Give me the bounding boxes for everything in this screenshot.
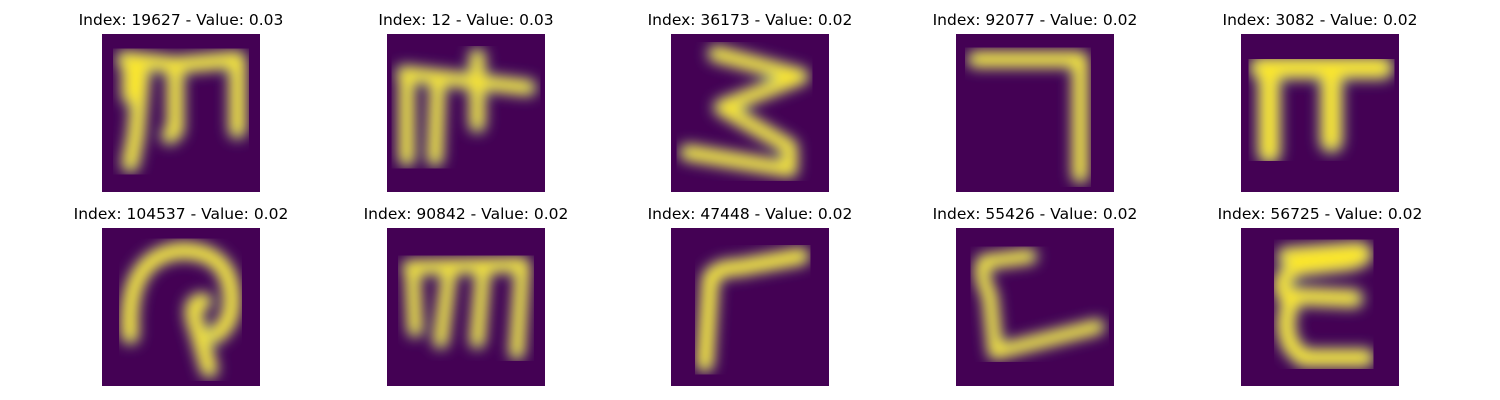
panel-title: Index: 47448 - Value: 0.02 — [647, 205, 853, 223]
panel-10: Index: 56725 - Value: 0.02 — [1218, 205, 1422, 386]
letter-t-bar-icon — [387, 34, 545, 192]
panel-9: Index: 55426 - Value: 0.02 — [933, 205, 1137, 386]
panel-6: Index: 104537 - Value: 0.02 — [74, 205, 288, 386]
panel-title: Index: 3082 - Value: 0.02 — [1222, 11, 1418, 29]
panel-title: Index: 55426 - Value: 0.02 — [932, 205, 1138, 223]
loop-symbol-icon — [102, 228, 260, 386]
panel-title: Index: 90842 - Value: 0.02 — [363, 205, 569, 223]
letter-r-icon — [671, 228, 829, 386]
panel-1: Index: 19627 - Value: 0.03 — [79, 11, 283, 192]
digit-three-icon — [671, 34, 829, 192]
panel-4: Index: 92077 - Value: 0.02 — [933, 11, 1137, 192]
panel-title: Index: 104537 - Value: 0.02 — [73, 205, 289, 223]
panel-title: Index: 56725 - Value: 0.02 — [1217, 205, 1423, 223]
letter-m-hook-icon — [102, 34, 260, 192]
panel-2: Index: 12 - Value: 0.03 — [378, 11, 554, 192]
letter-l-icon — [956, 228, 1114, 386]
panel-5: Index: 3082 - Value: 0.02 — [1223, 11, 1417, 192]
letter-m-icon — [387, 228, 545, 386]
letter-pi-icon — [1241, 34, 1399, 192]
panel-title: Index: 19627 - Value: 0.03 — [78, 11, 284, 29]
panel-title: Index: 12 - Value: 0.03 — [378, 11, 554, 29]
panel-7: Index: 90842 - Value: 0.02 — [364, 205, 568, 386]
panel-title: Index: 36173 - Value: 0.02 — [647, 11, 853, 29]
letter-e-curly-icon — [1241, 228, 1399, 386]
panel-8: Index: 47448 - Value: 0.02 — [648, 205, 852, 386]
digit-seven-icon — [956, 34, 1114, 192]
panel-3: Index: 36173 - Value: 0.02 — [648, 11, 852, 192]
panel-title: Index: 92077 - Value: 0.02 — [932, 11, 1138, 29]
